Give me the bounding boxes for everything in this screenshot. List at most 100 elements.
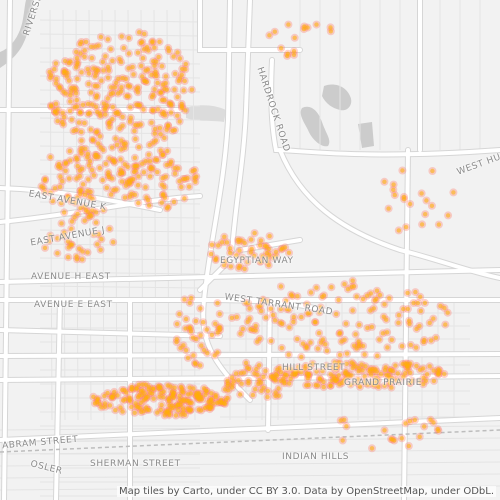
- point: [390, 376, 395, 381]
- point: [433, 335, 439, 340]
- point: [258, 238, 264, 243]
- point: [150, 39, 155, 44]
- major-road: [230, 0, 252, 252]
- point: [261, 374, 266, 379]
- point: [445, 213, 451, 218]
- point: [337, 352, 343, 358]
- point: [176, 408, 181, 413]
- point: [236, 239, 241, 245]
- point: [99, 237, 104, 242]
- point: [62, 230, 67, 235]
- point: [318, 305, 323, 310]
- point: [387, 296, 392, 301]
- point: [408, 342, 413, 348]
- point: [75, 76, 80, 82]
- point: [216, 243, 221, 248]
- point: [80, 102, 86, 108]
- point: [85, 151, 91, 157]
- point: [443, 322, 448, 327]
- point: [407, 201, 413, 207]
- point: [158, 132, 163, 137]
- point: [204, 388, 209, 394]
- point: [57, 84, 62, 89]
- point: [86, 177, 91, 182]
- point: [405, 367, 410, 372]
- point: [427, 320, 432, 326]
- point: [348, 382, 353, 387]
- point: [87, 159, 93, 164]
- point: [233, 371, 239, 376]
- point: [288, 366, 294, 372]
- point: [272, 29, 277, 34]
- major-road: [198, 298, 332, 314]
- point: [366, 382, 371, 387]
- point: [140, 382, 145, 387]
- point: [413, 289, 418, 295]
- point: [113, 136, 118, 141]
- point: [369, 446, 375, 451]
- point: [66, 60, 72, 66]
- point: [173, 413, 179, 418]
- point: [403, 224, 409, 230]
- point: [127, 395, 132, 400]
- point: [203, 392, 208, 397]
- point: [243, 300, 248, 305]
- point: [320, 294, 325, 300]
- point: [256, 304, 261, 309]
- point: [342, 417, 347, 422]
- point: [155, 410, 160, 415]
- point: [179, 184, 184, 190]
- point: [108, 192, 114, 197]
- point: [280, 321, 285, 326]
- point: [282, 381, 287, 386]
- point: [367, 369, 372, 374]
- point: [213, 394, 218, 400]
- point: [171, 199, 177, 205]
- point: [152, 131, 157, 136]
- point: [373, 379, 378, 384]
- point: [159, 402, 164, 408]
- point: [126, 51, 132, 56]
- point: [324, 363, 329, 368]
- point: [247, 306, 252, 311]
- point: [273, 372, 279, 377]
- point: [436, 222, 442, 227]
- point: [111, 188, 116, 193]
- point: [300, 341, 306, 346]
- point: [395, 371, 400, 376]
- point: [157, 125, 163, 131]
- point: [132, 410, 137, 415]
- point: [146, 384, 152, 389]
- point: [135, 163, 140, 168]
- map-attribution[interactable]: Map tiles by Carto, under CC BY 3.0. Dat…: [116, 486, 496, 497]
- point: [202, 348, 207, 353]
- point: [162, 413, 167, 418]
- point: [177, 179, 182, 184]
- point: [344, 351, 350, 356]
- point: [400, 168, 405, 173]
- point: [260, 297, 266, 302]
- point: [42, 190, 47, 195]
- point: [183, 326, 188, 331]
- point: [339, 380, 345, 386]
- point: [100, 59, 106, 64]
- point: [190, 169, 195, 174]
- point: [414, 326, 419, 332]
- point: [278, 284, 284, 289]
- point: [451, 190, 456, 195]
- point: [161, 395, 166, 400]
- point: [435, 426, 440, 432]
- point: [88, 127, 94, 132]
- point: [305, 311, 310, 316]
- point: [374, 288, 380, 293]
- point: [78, 51, 83, 56]
- point: [368, 308, 373, 313]
- point: [140, 39, 145, 45]
- point: [104, 185, 110, 190]
- point: [295, 336, 300, 342]
- point: [382, 428, 387, 433]
- point: [215, 350, 220, 355]
- point: [396, 320, 401, 325]
